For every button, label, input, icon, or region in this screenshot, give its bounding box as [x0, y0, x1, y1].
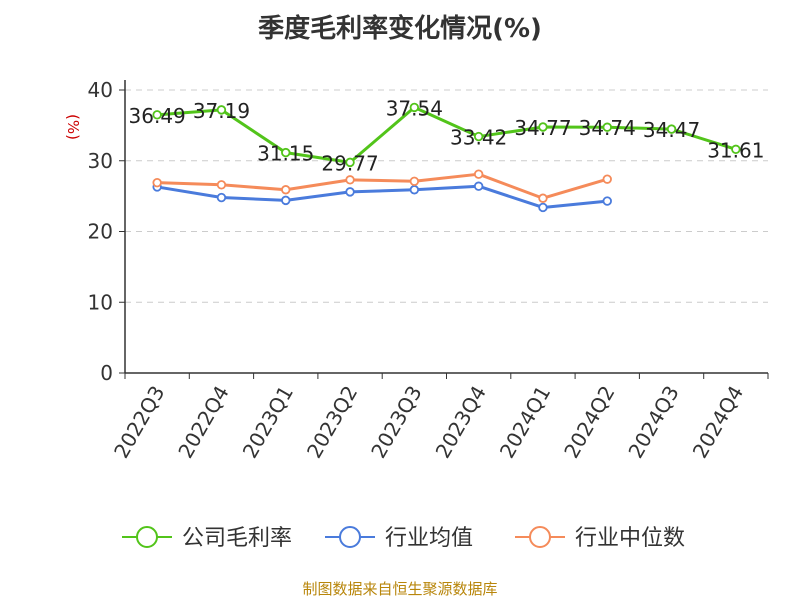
y-tick-label: 40	[88, 78, 113, 102]
data-point	[602, 122, 612, 132]
data-label: 33.42	[450, 126, 507, 150]
data-point	[538, 193, 548, 203]
data-label: 31.15	[257, 142, 314, 166]
legend-marker	[136, 526, 158, 548]
data-label: 34.74	[579, 116, 636, 140]
x-tick-label: 2024Q1	[495, 382, 555, 463]
data-label: 34.77	[514, 116, 571, 140]
data-point	[731, 144, 741, 155]
legend-label: 行业中位数	[575, 526, 685, 551]
legend-marker	[529, 526, 551, 548]
x-tick-label: 2023Q4	[431, 382, 491, 463]
data-point	[216, 105, 227, 115]
data-point	[216, 180, 227, 190]
data-point	[409, 185, 420, 195]
data-point	[473, 169, 484, 179]
data-point	[152, 177, 162, 188]
legend-label: 公司毛利率	[182, 526, 292, 551]
series-line	[156, 184, 608, 209]
data-point	[152, 110, 162, 120]
data-point	[409, 176, 420, 186]
y-tick-label: 30	[88, 149, 113, 173]
x-tick-label: 2024Q2	[559, 382, 619, 463]
legend-item-2: 行业中位数	[515, 526, 685, 551]
x-tick-label: 2023Q1	[238, 382, 298, 463]
series-0	[152, 102, 741, 168]
source-footer: 制图数据来自恒生聚源数据库	[302, 580, 498, 598]
x-tick-label: 2022Q3	[109, 382, 169, 463]
data-point	[473, 131, 484, 142]
series-1	[152, 181, 612, 213]
data-point	[345, 187, 355, 197]
data-point	[345, 157, 355, 168]
data-point	[216, 192, 227, 203]
data-labels: 36.49 37.19 31.15 29.77 37.54 33.42 34.77 34.74…	[129, 96, 765, 175]
data-point	[409, 102, 420, 113]
y-tick-label: 20	[88, 220, 113, 244]
data-point	[281, 147, 291, 158]
x-tick-label: 2022Q4	[173, 382, 233, 463]
data-point	[345, 175, 355, 185]
chart-title: 季度毛利率变化情况(%)	[258, 14, 542, 44]
x-tick-label: 2023Q2	[302, 382, 362, 463]
x-tick-label: 2023Q3	[366, 382, 426, 463]
legend: 公司毛利率 行业均值 行业中位数	[122, 526, 685, 551]
data-label: 37.54	[386, 96, 443, 120]
data-point	[281, 195, 291, 206]
data-label: 34.47	[643, 118, 700, 142]
legend-item-1: 行业均值	[325, 526, 473, 551]
data-point	[473, 181, 484, 191]
y-tick-label: 10	[88, 290, 113, 314]
data-point	[602, 174, 612, 184]
legend-marker	[339, 526, 361, 548]
y-axis-label: (%)	[64, 114, 82, 140]
data-point	[281, 185, 291, 195]
data-label: 29.77	[321, 151, 378, 175]
x-tick-label: 2024Q4	[688, 382, 748, 463]
data-label: 36.49	[129, 104, 186, 128]
series-line	[157, 172, 608, 200]
x-tick-label: 2024Q3	[623, 382, 683, 463]
series-line	[157, 105, 737, 164]
data-point	[602, 196, 612, 206]
data-label: 37.19	[193, 99, 250, 123]
data-point	[538, 202, 548, 213]
legend-item-0: 公司毛利率	[122, 526, 292, 551]
gridlines	[125, 89, 768, 303]
legend-label: 行业均值	[385, 526, 473, 551]
data-point	[666, 124, 677, 134]
y-tick-label: 0	[100, 361, 113, 385]
series	[152, 102, 741, 213]
data-point	[538, 122, 548, 132]
series-2	[152, 169, 612, 203]
data-label: 31.61	[707, 138, 764, 162]
